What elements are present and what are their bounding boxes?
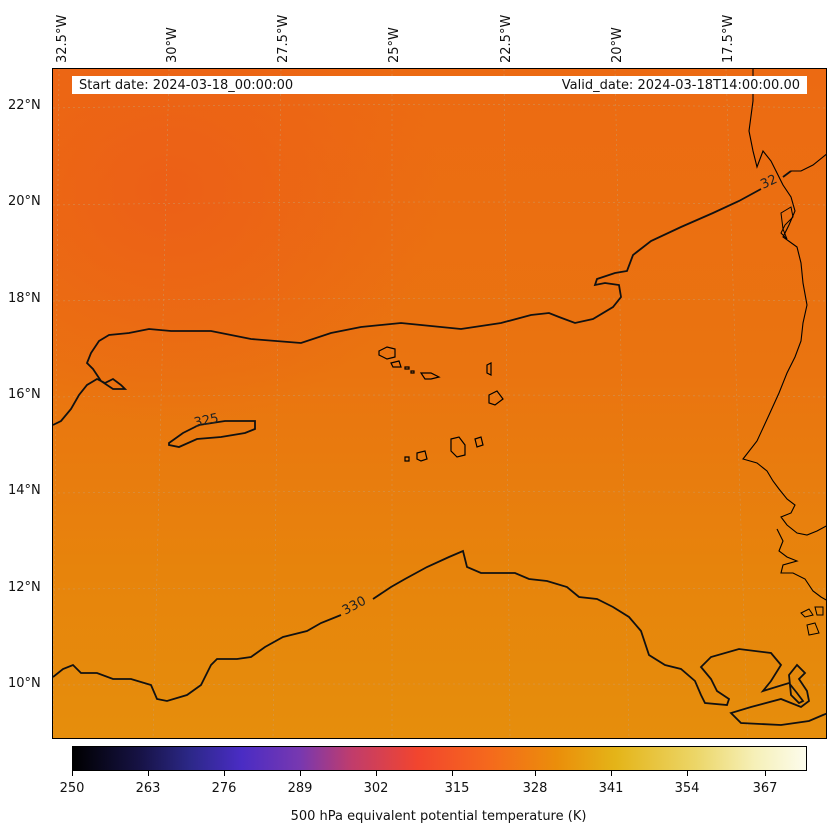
colorbar-tick (765, 771, 766, 776)
longitude-label: 32.5°W (55, 14, 70, 63)
contour-325 (53, 188, 762, 426)
colorbar-tick (300, 771, 301, 776)
contour-label: 32 (758, 172, 779, 193)
latitude-label: 12°N (8, 580, 41, 595)
colorbar-tick (611, 771, 612, 776)
colorbar-tick (376, 771, 377, 776)
guinea-bissau-coastline (776, 528, 826, 601)
latitude-label: 10°N (8, 676, 41, 691)
colorbar-tick (687, 771, 688, 776)
colorbar-tick-label: 328 (522, 781, 548, 796)
colorbar-tick (452, 771, 453, 776)
west-africa-coastline (742, 69, 826, 536)
colorbar-tick-label: 250 (59, 781, 85, 796)
cape-verde-islands (378, 346, 504, 462)
longitude-label: 25°W (387, 27, 402, 63)
west-africa-coastline (791, 153, 826, 172)
colorbar-title: 500 hPa equivalent potential temperature… (290, 809, 587, 824)
colorbar-tick-label: 276 (211, 781, 237, 796)
longitude-label: 27.5°W (276, 14, 291, 63)
island-outline (800, 606, 824, 636)
longitude-label: 22.5°W (499, 14, 514, 63)
start-date-text: Start date: 2024-03-18_00:00:00 (79, 78, 294, 93)
colorbar-tick (224, 771, 225, 776)
longitude-label: 30°W (165, 27, 180, 63)
colorbar-tick-label: 341 (598, 781, 624, 796)
colorbar-tick-label: 367 (752, 781, 778, 796)
contour-325-closed (168, 420, 256, 448)
colorbar-tick-label: 289 (287, 781, 313, 796)
map-canvas: 325 32 330 (53, 69, 826, 738)
colorbar-tick-label: 302 (363, 781, 389, 796)
colorbar (72, 746, 807, 771)
colorbar-tick (72, 771, 73, 776)
latitude-label: 22°N (8, 98, 41, 113)
colorbar-tick (148, 771, 149, 776)
contour-325-east (782, 170, 792, 178)
info-bar (72, 76, 807, 94)
latitude-label: 18°N (8, 291, 41, 306)
latitude-label: 16°N (8, 387, 41, 402)
map-panel: 325 32 330 (52, 68, 827, 739)
latitude-label: 20°N (8, 194, 41, 209)
longitude-label: 20°W (610, 27, 625, 63)
theta-e-cool-region (53, 69, 826, 738)
contour-label: 325 (193, 411, 220, 431)
graticule (53, 69, 826, 738)
island-outline (780, 206, 794, 240)
valid-date-text: Valid_date: 2024-03-18T14:00:00.00 (561, 78, 800, 93)
colorbar-tick (535, 771, 536, 776)
longitude-label: 17.5°W (721, 14, 736, 63)
colorbar-tick-label: 315 (444, 781, 470, 796)
latitude-label: 14°N (8, 483, 41, 498)
colorbar-tick-label: 354 (674, 781, 700, 796)
colorbar-tick-label: 263 (135, 781, 161, 796)
contour-330 (53, 549, 826, 726)
